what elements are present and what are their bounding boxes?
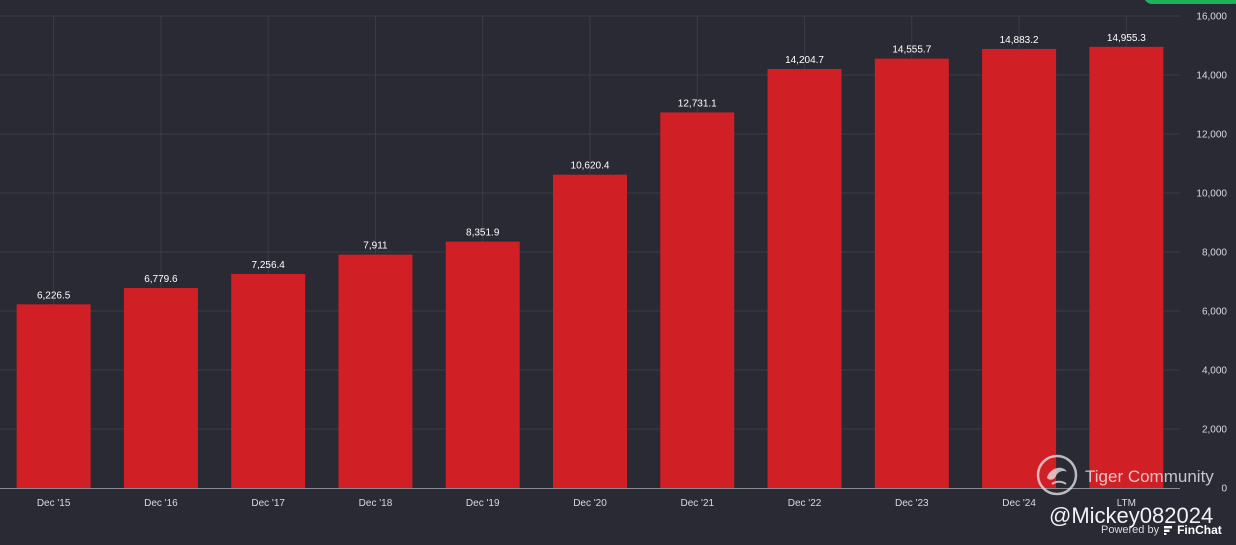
data-label: 6,226.5	[37, 290, 71, 301]
y-tick-label: 16,000	[1196, 12, 1227, 23]
x-axis: Dec '15 Dec '16 Dec '17 Dec '18 Dec '19 Dec '…	[0, 488, 1180, 509]
bar[interactable]	[445, 241, 520, 488]
y-tick-label: 2,000	[1202, 425, 1227, 436]
data-labels: 6,226.5 6,779.6 7,256.4 7,911 8,351.9 10,620.…	[37, 33, 1146, 301]
bar[interactable]	[338, 254, 413, 488]
watermark-community-name: Tiger Community	[1085, 467, 1214, 486]
y-axis: 0 2,000 4,000 6,000 8,000 10,000 12,000 14,000 1…	[1196, 12, 1227, 495]
bars	[16, 46, 1164, 489]
x-tick-label: Dec '19	[466, 498, 500, 509]
y-tick-label: 4,000	[1202, 366, 1227, 377]
bar[interactable]	[231, 273, 306, 488]
watermark-handle: @Mickey082024	[1049, 503, 1214, 528]
x-tick-label: Dec '18	[359, 498, 393, 509]
data-label: 8,351.9	[466, 228, 500, 239]
x-tick-label: Dec '24	[1002, 498, 1036, 509]
x-tick-label: Dec '23	[895, 498, 929, 509]
x-tick-label: Dec '21	[680, 498, 714, 509]
x-tick-label: Dec '15	[37, 498, 71, 509]
bar[interactable]	[660, 112, 735, 488]
x-tick-label: Dec '22	[788, 498, 822, 509]
y-tick-label: 8,000	[1202, 248, 1227, 259]
y-tick-label: 10,000	[1196, 189, 1227, 200]
data-label: 14,883.2	[1000, 35, 1039, 46]
data-label: 7,911	[363, 241, 388, 252]
data-label: 14,555.7	[892, 45, 931, 56]
finchat-logo-icon	[1164, 526, 1173, 535]
bar[interactable]	[553, 174, 627, 489]
bar[interactable]	[16, 304, 91, 488]
powered-by-footer: Powered by FinChat	[1101, 523, 1222, 537]
bar[interactable]	[874, 58, 949, 489]
data-label: 6,779.6	[144, 274, 178, 285]
data-label: 10,620.4	[571, 161, 610, 172]
data-label: 7,256.4	[251, 260, 285, 271]
finchat-brand: FinChat	[1177, 523, 1222, 537]
y-tick-label: 6,000	[1202, 307, 1227, 318]
bar[interactable]	[982, 48, 1057, 489]
bar[interactable]	[123, 288, 198, 488]
x-tick-label: LTM	[1117, 498, 1136, 509]
corner-action-pill[interactable]	[1144, 0, 1236, 4]
bar[interactable]	[767, 68, 842, 488]
data-label: 14,204.7	[785, 55, 824, 66]
tiger-logo-icon	[1036, 454, 1078, 496]
y-tick-label: 14,000	[1196, 71, 1227, 82]
data-label: 14,955.3	[1107, 33, 1146, 44]
y-tick-label: 0	[1221, 484, 1227, 495]
x-tick-label: Dec '20	[573, 498, 607, 509]
powered-by-text: Powered by	[1101, 524, 1160, 536]
x-tick-label: Dec '16	[144, 498, 178, 509]
y-tick-label: 12,000	[1196, 130, 1227, 141]
data-label: 12,731.1	[678, 98, 717, 109]
bar[interactable]	[1089, 46, 1164, 488]
x-tick-label: Dec '17	[251, 498, 285, 509]
